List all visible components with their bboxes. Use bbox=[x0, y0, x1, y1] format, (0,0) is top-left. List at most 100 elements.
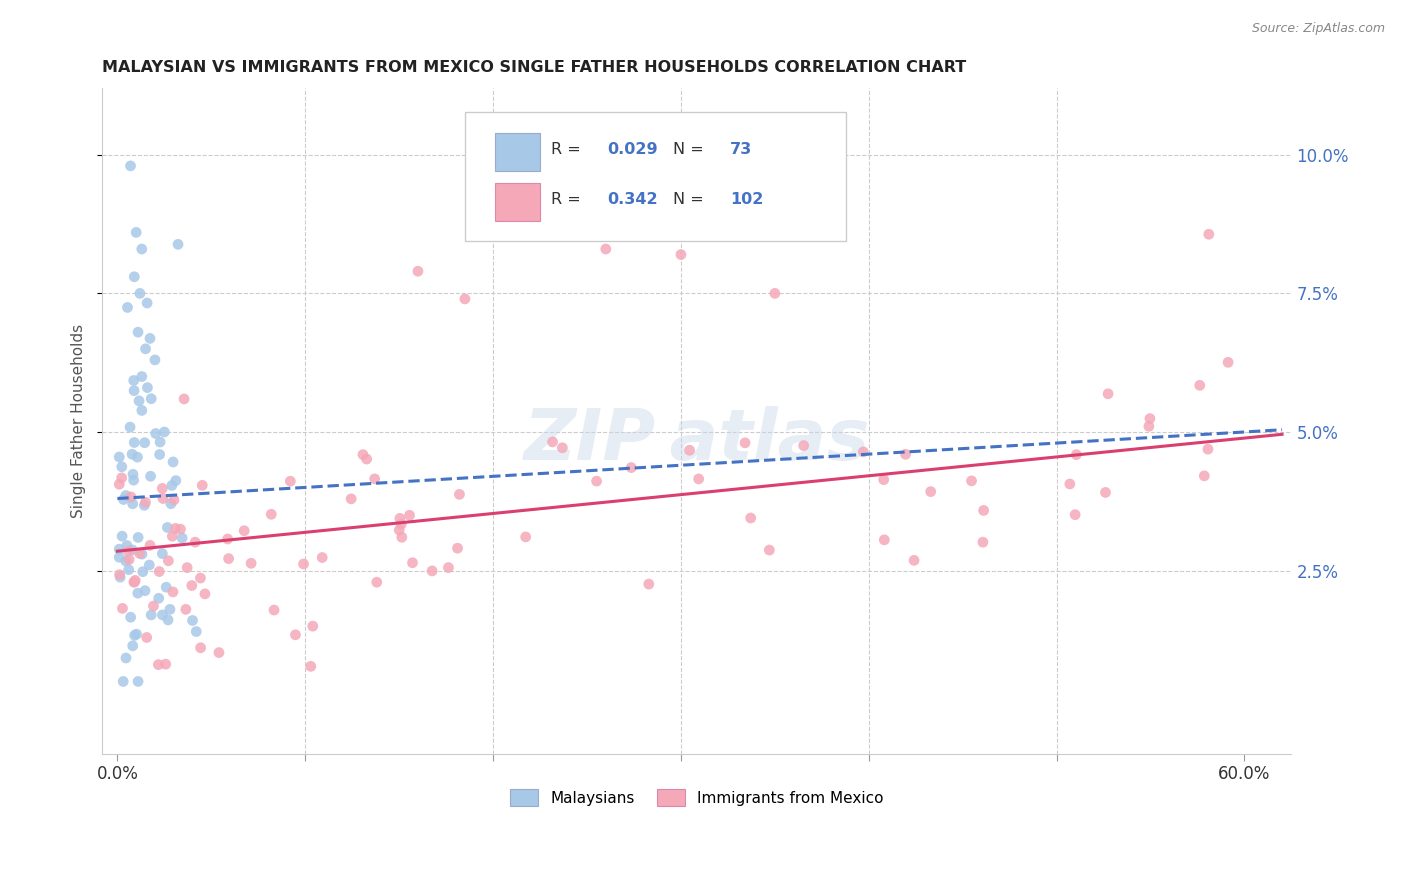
Point bbox=[184, 535, 207, 549]
Point bbox=[284, 628, 307, 642]
Point bbox=[135, 342, 157, 356]
Text: 0.342: 0.342 bbox=[607, 192, 658, 207]
Point bbox=[108, 477, 131, 491]
Point bbox=[125, 226, 148, 240]
Point bbox=[356, 452, 378, 467]
Point bbox=[135, 495, 157, 509]
Point bbox=[152, 491, 174, 506]
FancyBboxPatch shape bbox=[465, 112, 845, 241]
Point bbox=[763, 286, 786, 301]
Point bbox=[134, 583, 156, 598]
Point bbox=[401, 556, 423, 570]
Text: 0.029: 0.029 bbox=[607, 142, 658, 157]
Point bbox=[139, 331, 162, 345]
Point bbox=[165, 474, 187, 488]
Point bbox=[191, 478, 214, 492]
Point bbox=[129, 286, 152, 301]
Point bbox=[301, 619, 323, 633]
Point bbox=[1064, 508, 1087, 522]
Point bbox=[108, 570, 131, 584]
Point bbox=[181, 614, 204, 628]
Point bbox=[541, 434, 564, 449]
Point bbox=[159, 602, 181, 616]
Point bbox=[162, 529, 184, 543]
Point bbox=[960, 474, 983, 488]
Point bbox=[125, 627, 148, 641]
Point bbox=[278, 474, 301, 488]
Point bbox=[190, 640, 212, 655]
Point bbox=[352, 448, 374, 462]
Point bbox=[1066, 448, 1088, 462]
Point bbox=[758, 543, 780, 558]
Point bbox=[131, 547, 153, 561]
Point bbox=[122, 374, 145, 388]
Point bbox=[124, 574, 146, 588]
Point bbox=[139, 469, 162, 483]
FancyBboxPatch shape bbox=[495, 133, 540, 171]
Point bbox=[124, 269, 146, 284]
Point bbox=[117, 301, 139, 315]
Point bbox=[311, 550, 333, 565]
Point bbox=[124, 628, 146, 642]
Point bbox=[165, 521, 187, 535]
Point bbox=[873, 473, 896, 487]
Point bbox=[446, 541, 468, 556]
Point bbox=[131, 242, 153, 256]
Point bbox=[141, 607, 163, 622]
Point bbox=[920, 484, 942, 499]
Point bbox=[620, 460, 643, 475]
Point bbox=[172, 531, 194, 545]
Point bbox=[121, 447, 143, 461]
Point bbox=[155, 580, 177, 594]
Point bbox=[208, 646, 231, 660]
Point bbox=[734, 435, 756, 450]
Point bbox=[152, 607, 174, 622]
Point bbox=[218, 551, 240, 566]
Point bbox=[134, 498, 156, 512]
Point bbox=[120, 420, 142, 434]
Point bbox=[112, 674, 135, 689]
Text: ZIP atlas: ZIP atlas bbox=[523, 407, 870, 475]
Point bbox=[149, 448, 172, 462]
Text: N =: N = bbox=[673, 192, 709, 207]
Point bbox=[406, 264, 429, 278]
Point bbox=[973, 503, 995, 517]
Text: R =: R = bbox=[551, 142, 585, 157]
Point bbox=[111, 529, 134, 543]
Point bbox=[108, 567, 131, 582]
Point bbox=[121, 639, 143, 653]
Point bbox=[108, 450, 131, 464]
Point bbox=[127, 450, 149, 465]
Point bbox=[141, 392, 163, 406]
Point bbox=[173, 392, 195, 406]
Point bbox=[420, 564, 443, 578]
Point bbox=[174, 602, 197, 616]
Point bbox=[157, 613, 180, 627]
Point bbox=[1197, 442, 1219, 457]
Point bbox=[1188, 378, 1211, 392]
Point bbox=[233, 524, 256, 538]
Point bbox=[688, 472, 710, 486]
Point bbox=[398, 508, 420, 523]
Point bbox=[121, 543, 143, 558]
Point bbox=[299, 659, 322, 673]
Point bbox=[157, 554, 180, 568]
Point bbox=[595, 242, 617, 256]
Point bbox=[637, 577, 659, 591]
Point bbox=[194, 587, 217, 601]
Point bbox=[128, 393, 150, 408]
Point bbox=[190, 571, 212, 585]
Point bbox=[1216, 355, 1239, 369]
Point bbox=[678, 443, 700, 458]
Point bbox=[108, 550, 131, 565]
FancyBboxPatch shape bbox=[495, 183, 540, 221]
Point bbox=[169, 522, 191, 536]
Point bbox=[156, 520, 179, 534]
Point bbox=[111, 471, 134, 485]
Point bbox=[149, 435, 172, 450]
Point bbox=[363, 472, 385, 486]
Point bbox=[515, 530, 537, 544]
Point bbox=[143, 352, 166, 367]
Point bbox=[115, 554, 138, 568]
Point bbox=[136, 381, 159, 395]
